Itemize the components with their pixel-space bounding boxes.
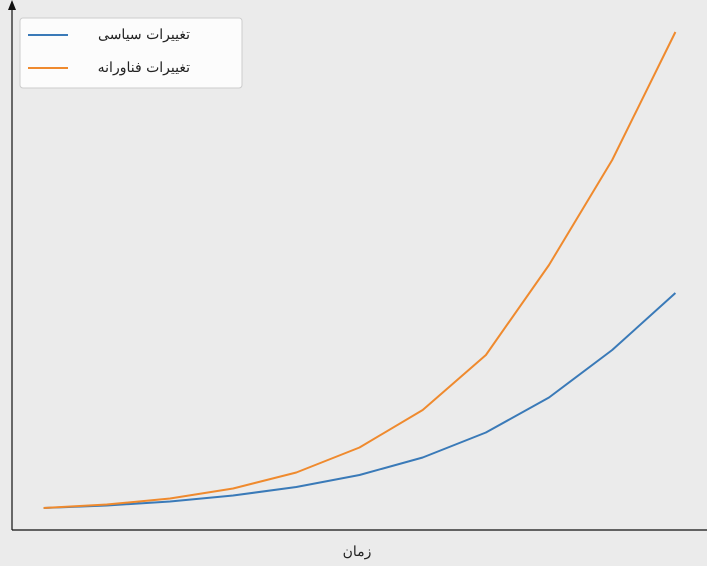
legend-box bbox=[19, 17, 243, 89]
x-axis-label: زمان bbox=[343, 544, 372, 560]
legend-label: تغییرات سیاسی bbox=[98, 27, 190, 43]
series-line bbox=[43, 292, 677, 509]
y-axis-arrow bbox=[8, 0, 16, 10]
series-line bbox=[43, 31, 677, 509]
lines bbox=[43, 31, 677, 509]
legend: تغییرات سیاسی تغییرات فناورانه bbox=[28, 27, 190, 76]
legend-label: تغییرات فناورانه bbox=[98, 60, 190, 76]
